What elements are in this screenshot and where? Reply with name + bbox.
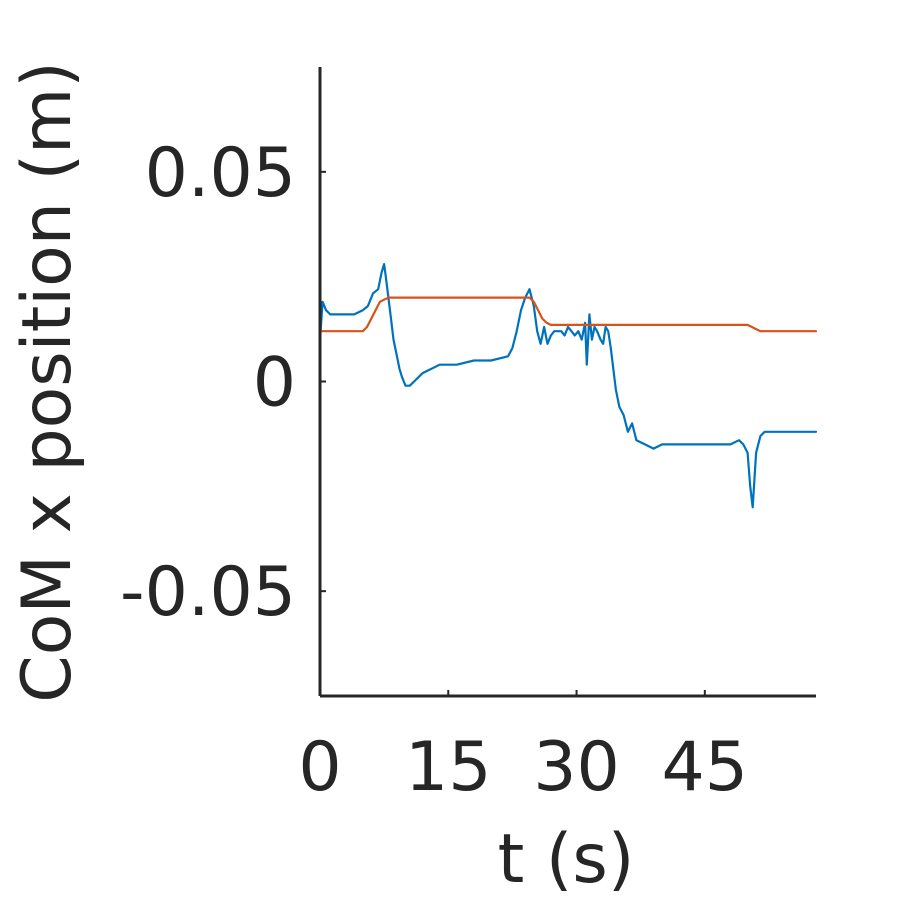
y-tick-label: -0.05: [120, 553, 296, 632]
x-tick-label: 30: [533, 728, 620, 807]
x-axis-label: t (s): [498, 820, 635, 899]
series-line-1: [318, 263, 818, 509]
x-ticks: 0 15 30 45: [298, 690, 748, 807]
y-axis-label: CoM x position (m): [8, 61, 87, 702]
x-tick-label: 45: [662, 728, 749, 807]
series-line-2: [318, 296, 818, 333]
y-ticks: -0.05 0 0.05: [120, 134, 326, 632]
x-tick-label: 0: [298, 728, 341, 807]
axes: -0.05 0 0.05 0 15 30 45: [120, 67, 816, 807]
x-tick-label: 15: [405, 728, 492, 807]
y-tick-label: 0.05: [145, 134, 296, 213]
plot-series: [318, 263, 818, 509]
y-tick-label: 0: [253, 344, 296, 423]
